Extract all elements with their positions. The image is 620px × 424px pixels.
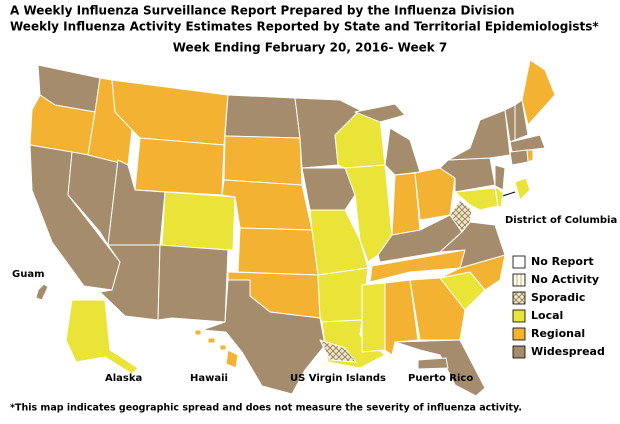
title: A Weekly Influenza Surveillance Report P…	[10, 4, 515, 18]
region	[514, 99, 529, 141]
region	[201, 279, 326, 395]
region	[237, 227, 319, 276]
region	[509, 149, 529, 166]
region	[509, 134, 546, 153]
legend-label: No Activity	[531, 273, 599, 286]
region	[447, 109, 511, 161]
region-label: Guam	[12, 269, 45, 280]
region	[161, 191, 236, 251]
region	[344, 164, 393, 263]
region	[223, 135, 303, 186]
region	[221, 179, 313, 231]
legend-swatch	[512, 273, 526, 287]
region	[521, 59, 556, 126]
region	[157, 244, 229, 323]
legend-swatch	[512, 255, 526, 269]
legend-label: Regional	[531, 327, 585, 340]
region	[454, 187, 499, 211]
legend-label: Widespread	[531, 345, 605, 358]
footnote: *This map indicates geographic spread an…	[10, 403, 522, 414]
legend-label: Local	[531, 309, 563, 322]
legend-swatch	[512, 309, 526, 323]
week: Week Ending February 20, 2016- Week 7	[173, 41, 448, 55]
region	[414, 167, 456, 221]
legend-swatch	[512, 345, 526, 359]
region-label: US Virgin Islands	[290, 373, 386, 384]
region	[319, 339, 357, 363]
region-label: Alaska	[105, 373, 142, 384]
legend-swatch	[512, 291, 526, 305]
region	[514, 177, 531, 201]
region	[224, 94, 301, 139]
subtitle: Weekly Influenza Activity Estimates Repo…	[10, 20, 599, 34]
region	[317, 267, 369, 323]
region	[409, 277, 466, 341]
region	[494, 164, 506, 191]
region	[301, 167, 356, 211]
region	[134, 137, 225, 196]
legend-label: No Report	[531, 255, 594, 268]
region-label: Hawaii	[190, 373, 228, 384]
region	[361, 282, 386, 353]
legend-swatch	[512, 327, 526, 341]
region	[194, 329, 239, 369]
region-label: Puerto Rico	[408, 373, 473, 384]
region	[65, 299, 139, 375]
region	[449, 199, 473, 233]
region	[369, 249, 466, 283]
legend-label: Sporadic	[531, 291, 585, 304]
region	[394, 339, 486, 397]
region	[494, 185, 504, 209]
region-label: District of Columbia	[505, 215, 617, 226]
region	[417, 357, 449, 370]
region	[35, 283, 49, 301]
